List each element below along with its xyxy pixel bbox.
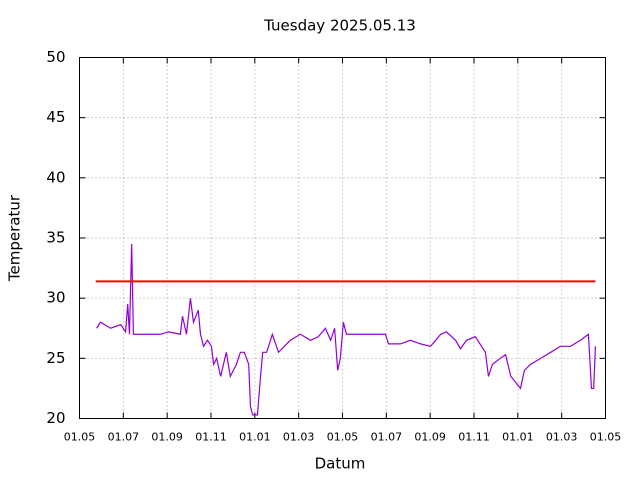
x-tick-label: 01.11 (458, 431, 490, 444)
x-tick-label: 01.09 (414, 431, 446, 444)
x-tick-label: 01.09 (151, 431, 183, 444)
y-tick-label: 40 (46, 168, 65, 186)
x-tick-label: 01.07 (108, 431, 140, 444)
y-tick-label: 20 (46, 409, 65, 427)
x-axis-label: Datum (315, 455, 366, 473)
x-tick-label: 01.05 (327, 431, 359, 444)
x-tick-label: 01.11 (195, 431, 227, 444)
y-tick-label: 30 (46, 289, 65, 307)
x-tick-label: 01.03 (283, 431, 315, 444)
y-tick-label: 50 (46, 48, 65, 66)
y-tick-label: 35 (46, 229, 65, 247)
x-tick-label: 01.01 (502, 431, 534, 444)
data-line (96, 244, 597, 416)
x-tick-label: 01.05 (590, 431, 622, 444)
x-tick-label: 01.07 (371, 431, 403, 444)
x-tick-label: 01.03 (546, 431, 578, 444)
chart-title: Tuesday 2025.05.13 (263, 17, 416, 35)
y-tick-label: 25 (46, 349, 65, 367)
plot-border (79, 57, 606, 419)
y-axis-label: Temperatur (6, 194, 24, 282)
y-tick-label: 45 (46, 108, 65, 126)
x-tick-label: 01.01 (239, 431, 271, 444)
x-tick-label: 01.05 (64, 431, 96, 444)
